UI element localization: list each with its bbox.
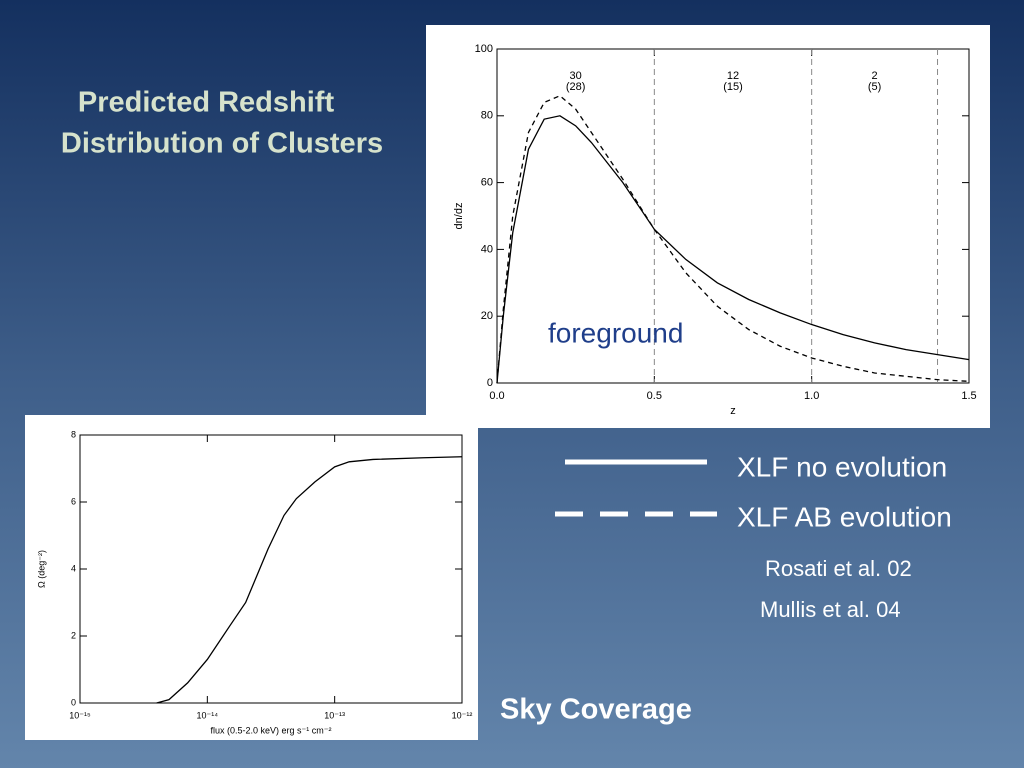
annotation: foreground <box>548 317 683 348</box>
x-tick-label: 0.0 <box>489 390 504 402</box>
x-tick-label: 10⁻¹⁵ <box>69 710 91 720</box>
slide-title: Distribution of Clusters <box>61 128 383 160</box>
x-tick-label: 10⁻¹⁴ <box>197 710 219 720</box>
x-tick-label: 1.5 <box>961 390 976 402</box>
slide-title: Predicted Redshift <box>78 87 335 119</box>
y-tick-label: 4 <box>71 563 76 573</box>
y-tick-label: 100 <box>475 43 493 55</box>
legend-label: XLF no evolution <box>737 451 947 482</box>
x-tick-label: 0.5 <box>647 390 662 402</box>
region-label: (15) <box>723 81 743 93</box>
series-line <box>496 115 970 384</box>
legend-label: XLF AB evolution <box>737 501 952 532</box>
region-label: 2 <box>872 70 878 82</box>
y-tick-label: 2 <box>71 630 76 640</box>
chart-panel <box>426 25 990 428</box>
chart-panel <box>25 415 478 740</box>
caption: Sky Coverage <box>500 694 692 726</box>
series-line <box>156 456 463 704</box>
x-axis-label: z <box>730 405 736 417</box>
y-tick-label: 80 <box>481 110 493 122</box>
region-label: (5) <box>868 81 881 93</box>
y-tick-label: 40 <box>481 243 493 255</box>
reference: Rosati et al. 02 <box>765 556 912 581</box>
x-tick-label: 1.0 <box>804 390 819 402</box>
y-tick-label: 0 <box>71 697 76 707</box>
y-tick-label: 0 <box>487 377 493 389</box>
x-axis-label: flux (0.5-2.0 keV) erg s⁻¹ cm⁻² <box>210 725 331 735</box>
reference: Mullis et al. 04 <box>760 597 901 622</box>
plot-frame <box>496 48 970 384</box>
y-axis-label: Ω (deg⁻²) <box>36 550 46 588</box>
x-tick-label: 10⁻¹² <box>452 710 473 720</box>
region-label: 12 <box>727 70 739 82</box>
y-axis-label: dn/dz <box>453 203 465 230</box>
region-label: 30 <box>570 70 582 82</box>
y-tick-label: 6 <box>71 496 76 506</box>
y-tick-label: 60 <box>481 177 493 189</box>
x-tick-label: 10⁻¹³ <box>324 710 345 720</box>
y-tick-label: 20 <box>481 310 493 322</box>
y-tick-label: 8 <box>71 429 76 439</box>
region-label: (28) <box>566 81 586 93</box>
